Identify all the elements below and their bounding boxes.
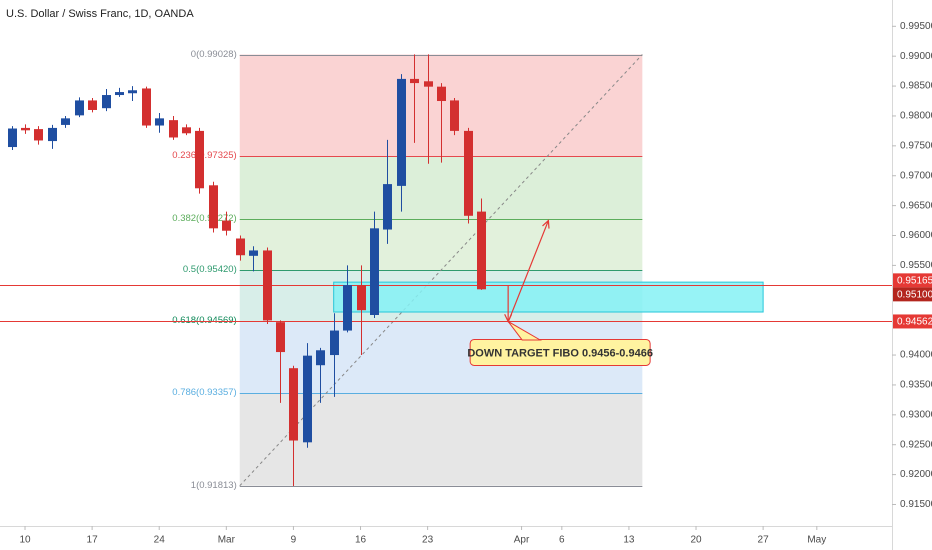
candle-body — [8, 128, 17, 148]
candle-body — [249, 250, 258, 256]
candle-body — [75, 100, 84, 116]
x-tick-label: 23 — [422, 535, 434, 546]
fib-level-label: 0.786(0.93357) — [172, 387, 236, 398]
candle-body — [343, 285, 352, 331]
arrow-head — [542, 219, 550, 229]
candle-body — [464, 130, 473, 216]
candle-body — [236, 238, 245, 256]
price-label: 0.95100 — [897, 289, 932, 300]
candle-body — [209, 185, 218, 229]
x-tick-label: 6 — [559, 535, 565, 546]
x-tick-label: 10 — [19, 535, 31, 546]
candle-body — [303, 355, 312, 443]
x-tick-label: 27 — [758, 535, 770, 546]
candle-body — [142, 88, 151, 126]
zone-box — [333, 281, 764, 313]
price-label-box — [893, 314, 932, 329]
candle-body — [289, 368, 298, 441]
candle-body — [115, 92, 124, 96]
candle-body — [477, 211, 486, 290]
candle-body — [397, 78, 406, 186]
x-tick-label: Apr — [514, 535, 530, 546]
fib-level-label: 0.5(0.95420) — [183, 264, 237, 275]
fib-zone — [239, 156, 643, 220]
fib-level-label: 1(0.91813) — [191, 480, 237, 491]
candle-body — [21, 127, 30, 131]
candle-body — [276, 322, 285, 353]
x-tick-label: 24 — [154, 535, 166, 546]
candle-body — [102, 95, 111, 109]
candle-body — [128, 90, 137, 94]
callout-box — [469, 338, 651, 366]
callout-pointer — [507, 321, 543, 341]
price-label: 0.95165 — [897, 275, 932, 286]
callout-text: DOWN TARGET FIBO 0.9456-0.9466 — [467, 347, 653, 359]
fib-zone — [239, 393, 643, 486]
x-tick-label: May — [807, 535, 826, 546]
fib-level-label: 0.236(0.97325) — [172, 150, 236, 161]
candle-body — [48, 127, 57, 142]
candle-body — [316, 350, 325, 366]
candle-body — [370, 228, 379, 316]
candle-body — [424, 81, 433, 87]
candle-body — [182, 127, 191, 134]
candle-body — [357, 285, 366, 311]
fib-level-label: 0.618(0.94569) — [172, 315, 236, 326]
candle-body — [222, 220, 231, 231]
candle-body — [410, 78, 419, 84]
arrow-line — [507, 220, 549, 323]
candle-body — [330, 330, 339, 356]
candle-body — [34, 129, 43, 141]
candle-body — [263, 250, 272, 321]
candle-body — [450, 100, 459, 131]
candle-body — [195, 130, 204, 189]
x-tick-label: 20 — [690, 535, 702, 546]
price-label: 0.94562 — [897, 317, 932, 328]
price-label-box — [893, 287, 932, 302]
x-tick-label: Mar — [218, 535, 236, 546]
fib-level-label: 0(0.99028) — [191, 49, 237, 60]
x-tick-label: 13 — [623, 535, 635, 546]
fib-zone — [239, 219, 643, 271]
x-tick-label: 17 — [87, 535, 99, 546]
chart-title: U.S. Dollar / Swiss Franc, 1D, OANDA — [6, 8, 194, 20]
candle-body — [437, 86, 446, 102]
candle-body — [88, 100, 97, 110]
candle-body — [155, 118, 164, 126]
candle-body — [61, 118, 70, 125]
plot-layer: 0(0.99028) 0.236(0.97325) 0.382(0.96272) 0.… — [0, 49, 892, 491]
fib-level-label: 0.382(0.96272) — [172, 213, 236, 224]
candle-body — [169, 120, 178, 138]
candle-body — [383, 184, 392, 230]
x-tick-label: 16 — [355, 535, 367, 546]
price-label-box — [893, 273, 932, 288]
x-tick-label: 9 — [291, 535, 297, 546]
